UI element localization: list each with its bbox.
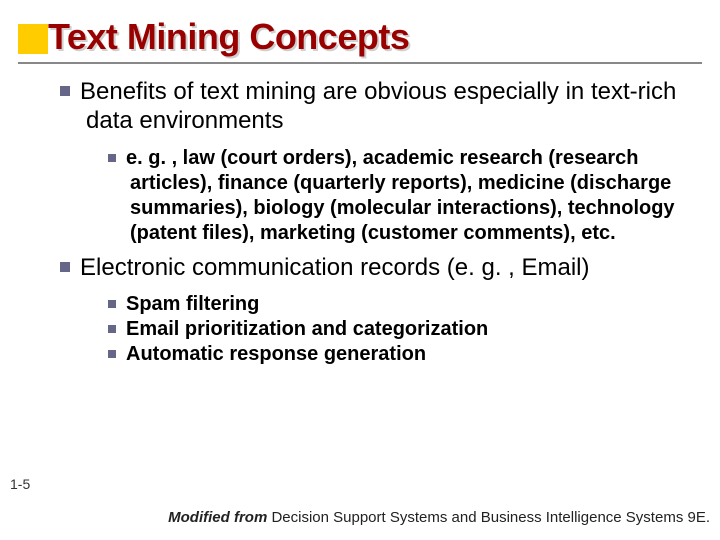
bullet-level2: Automatic response generation bbox=[108, 342, 690, 367]
content-area: Benefits of text mining are obvious espe… bbox=[60, 78, 690, 375]
square-bullet-icon bbox=[108, 325, 116, 333]
square-bullet-icon bbox=[60, 262, 70, 272]
bullet-text: e. g. , law (court orders), academic res… bbox=[126, 147, 675, 244]
bullet-level2-group: Spam filtering Email prioritization and … bbox=[60, 292, 690, 367]
bullet-level2-group: e. g. , law (court orders), academic res… bbox=[60, 146, 690, 246]
footer-prefix: Modified from bbox=[168, 509, 271, 526]
bullet-level2: Email prioritization and categorization bbox=[108, 317, 690, 342]
bullet-level1: Benefits of text mining are obvious espe… bbox=[60, 78, 690, 136]
bullet-level2: e. g. , law (court orders), academic res… bbox=[108, 146, 690, 246]
bullet-text: Email prioritization and categorization bbox=[126, 318, 488, 340]
slide-title: Text Mining Concepts bbox=[48, 16, 409, 58]
square-bullet-icon bbox=[108, 300, 116, 308]
bullet-text: Benefits of text mining are obvious espe… bbox=[80, 78, 676, 134]
page-number: 1-5 bbox=[10, 476, 30, 492]
square-bullet-icon bbox=[60, 86, 70, 96]
bullet-level1: Electronic communication records (e. g. … bbox=[60, 254, 690, 283]
square-bullet-icon bbox=[108, 154, 116, 162]
footer-rest: Decision Support Systems and Business In… bbox=[271, 509, 710, 526]
accent-box bbox=[18, 24, 48, 54]
bullet-text: Automatic response generation bbox=[126, 343, 426, 365]
bullet-text: Spam filtering bbox=[126, 293, 259, 315]
bullet-text: Electronic communication records (e. g. … bbox=[80, 254, 590, 281]
footer-citation: Modified from Decision Support Systems a… bbox=[0, 509, 720, 526]
square-bullet-icon bbox=[108, 350, 116, 358]
title-underline bbox=[18, 62, 702, 64]
bullet-level2: Spam filtering bbox=[108, 292, 690, 317]
